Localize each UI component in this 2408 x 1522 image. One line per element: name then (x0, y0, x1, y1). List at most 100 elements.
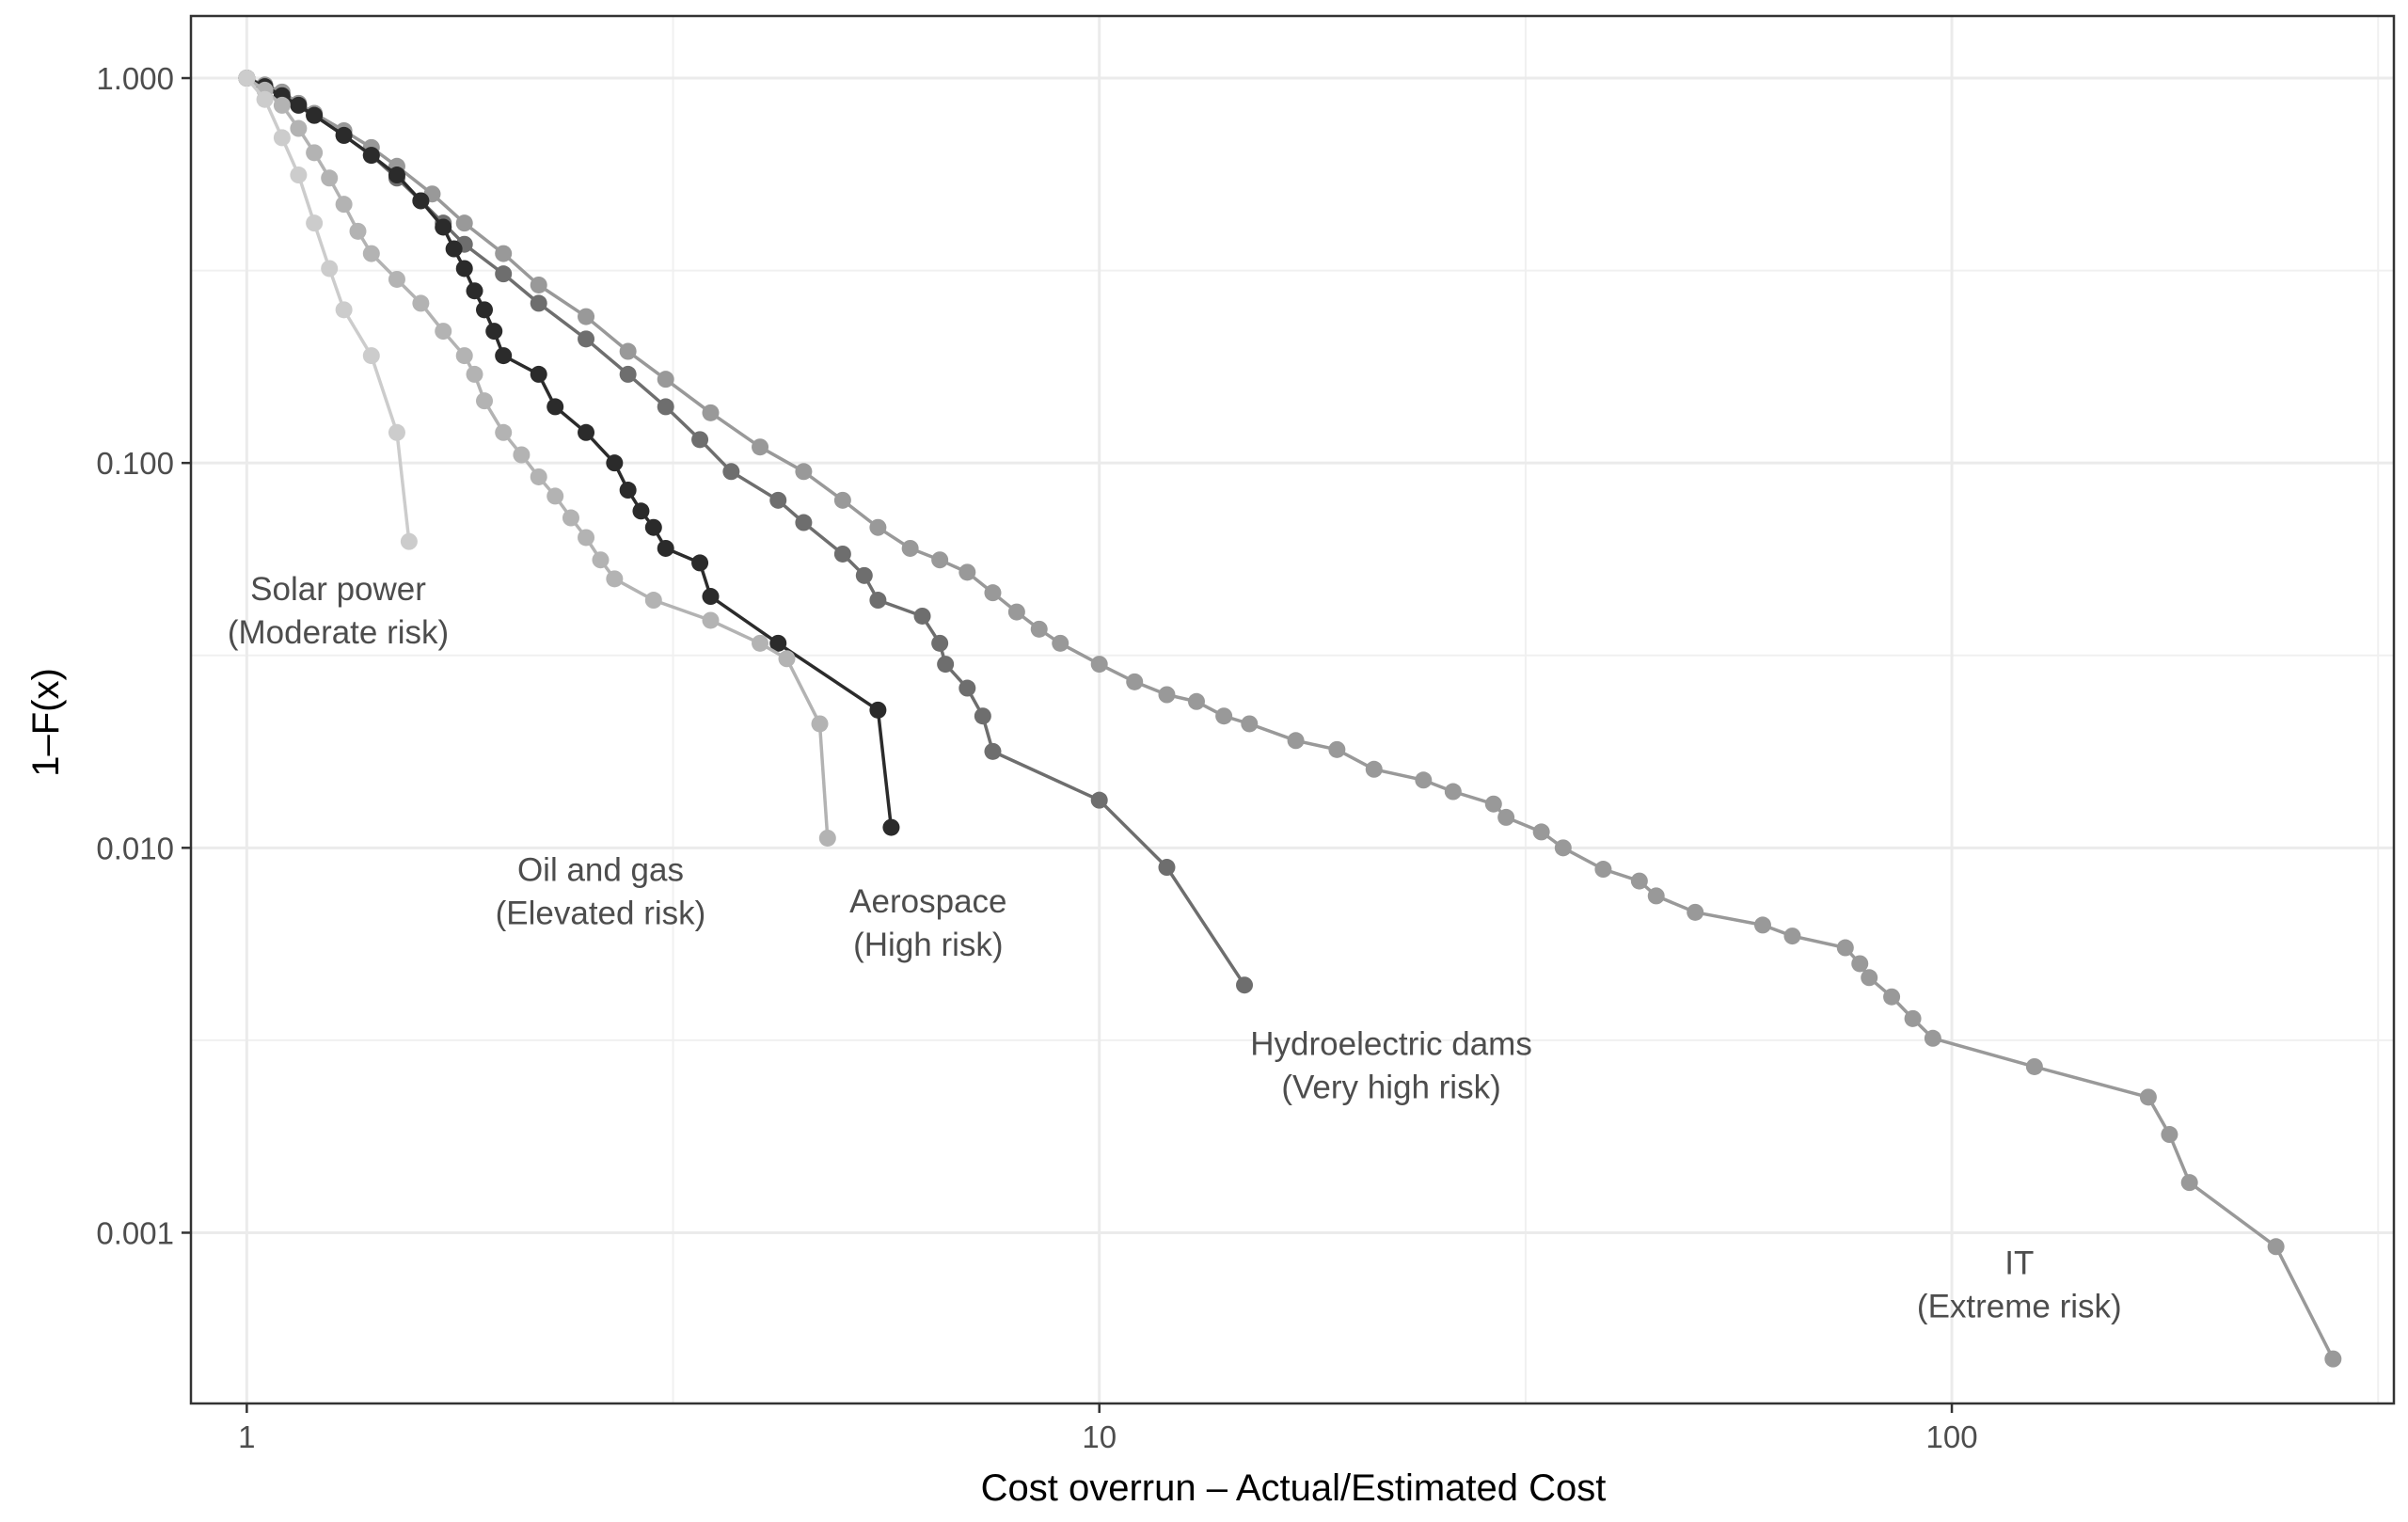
series-label-oil-and-gas: Oil and gas (Elevated risk) (496, 852, 706, 932)
data-point-oil-and-gas (335, 196, 353, 214)
data-point-hydroelectric-dams (530, 294, 547, 312)
series-line-solar-power (246, 76, 411, 542)
data-point-solar-power (388, 423, 405, 441)
y-tick-label: 1.000 (96, 61, 174, 96)
series-line-aerospace (246, 76, 894, 828)
data-point-hydroelectric-dams (913, 607, 931, 625)
data-point-aerospace (455, 260, 473, 277)
data-point-it (1904, 1009, 1922, 1027)
series-label-line: IT (2004, 1245, 2034, 1282)
data-point-it (619, 342, 637, 360)
data-point-it (795, 463, 813, 481)
data-point-oil-and-gas (547, 487, 564, 505)
data-point-it (1924, 1029, 1941, 1047)
data-point-it (1365, 760, 1383, 778)
data-point-it (869, 518, 887, 536)
data-point-it (495, 245, 513, 262)
data-point-hydroelectric-dams (795, 514, 813, 531)
data-point-hydroelectric-dams (974, 707, 991, 725)
data-point-oil-and-gas (476, 392, 494, 410)
series-label-line: (Very high risk) (1281, 1069, 1500, 1105)
series-label-line: Solar power (250, 571, 426, 608)
data-point-it (1883, 988, 1901, 1006)
grid-minor (191, 16, 2394, 1403)
data-point-hydroelectric-dams (691, 431, 709, 449)
data-point-hydroelectric-dams (1158, 859, 1176, 877)
data-point-hydroelectric-dams (931, 634, 949, 652)
data-point-aerospace (632, 502, 650, 520)
data-point-it (1836, 939, 1854, 957)
series-label-line: (Extreme risk) (1917, 1289, 2122, 1325)
series-label-hydroelectric-dams: Hydroelectric dams (Very high risk) (1250, 1025, 1532, 1105)
data-point-oil-and-gas (606, 570, 624, 588)
data-point-it (1415, 771, 1433, 789)
data-point-aerospace (485, 323, 503, 341)
x-axis: 1 10 100 (238, 1403, 1978, 1454)
series-label-it: IT (Extreme risk) (1917, 1245, 2122, 1325)
data-point-oil-and-gas (349, 222, 367, 240)
data-point-oil-and-gas (435, 323, 452, 341)
series-label-aerospace: Aerospace (High risk) (849, 883, 1006, 963)
data-point-solar-power (273, 129, 291, 147)
series-hydroelectric-dams (238, 70, 1254, 994)
series-label-line: Hydroelectric dams (1250, 1025, 1532, 1062)
data-point-aerospace (882, 818, 900, 836)
data-point-oil-and-gas (306, 144, 324, 162)
data-point-it (1554, 839, 1572, 857)
data-point-it (1861, 969, 1878, 987)
data-point-it (2139, 1088, 2157, 1106)
data-point-it (530, 276, 547, 293)
data-point-solar-power (335, 301, 353, 319)
data-point-aerospace (644, 518, 662, 536)
x-axis-title: Cost overrun – Actual/Estimated Cost (981, 1467, 1607, 1509)
series-label-line: (Moderate risk) (228, 614, 449, 651)
data-point-aerospace (290, 96, 308, 114)
data-point-oil-and-gas (513, 446, 531, 464)
data-point-aerospace (335, 126, 353, 144)
data-point-oil-and-gas (273, 96, 291, 114)
series-line-oil-and-gas (246, 76, 830, 839)
series-aerospace (238, 70, 900, 836)
data-point-oil-and-gas (811, 715, 829, 733)
data-point-solar-power (400, 532, 418, 550)
data-point-it (958, 563, 976, 581)
data-point-aerospace (388, 166, 405, 184)
data-point-hydroelectric-dams (984, 742, 1002, 760)
x-tick-label: 1 (238, 1419, 255, 1454)
series-label-solar-power: Solar power (Moderate risk) (228, 571, 449, 651)
x-tick-label: 10 (1082, 1419, 1117, 1454)
data-point-oil-and-gas (290, 119, 308, 137)
data-point-aerospace (412, 192, 430, 210)
data-point-solar-power (238, 70, 256, 87)
data-point-hydroelectric-dams (578, 330, 595, 348)
data-point-it (833, 491, 851, 509)
y-tick-label: 0.100 (96, 446, 174, 481)
data-point-hydroelectric-dams (1090, 791, 1108, 809)
x-tick-label: 100 (1926, 1419, 1978, 1454)
data-point-it (2161, 1126, 2178, 1144)
data-point-it (1532, 823, 1550, 841)
data-point-aerospace (769, 634, 787, 652)
data-point-it (1287, 732, 1305, 750)
data-point-it (1030, 620, 1048, 638)
data-point-hydroelectric-dams (657, 398, 674, 416)
data-point-it (1630, 872, 1648, 890)
data-point-it (1090, 656, 1108, 674)
data-point-it (2324, 1350, 2342, 1368)
data-point-it (2267, 1238, 2285, 1256)
data-point-it (931, 551, 949, 569)
data-point-aerospace (691, 554, 709, 572)
data-point-it (1497, 808, 1515, 826)
data-point-hydroelectric-dams (722, 463, 740, 481)
data-point-hydroelectric-dams (855, 566, 873, 584)
data-point-aerospace (702, 588, 720, 606)
data-point-hydroelectric-dams (937, 656, 955, 674)
y-axis: 1.000 0.100 0.010 0.001 (96, 61, 191, 1250)
data-point-it (1126, 673, 1144, 690)
series-labels: IT (Extreme risk) Hydroelectric dams (Very … (228, 571, 2122, 1325)
data-point-it (1241, 715, 1259, 733)
series-layer (238, 70, 2342, 1368)
data-point-hydroelectric-dams (769, 491, 787, 509)
data-point-oil-and-gas (592, 551, 610, 569)
data-point-oil-and-gas (752, 634, 769, 652)
